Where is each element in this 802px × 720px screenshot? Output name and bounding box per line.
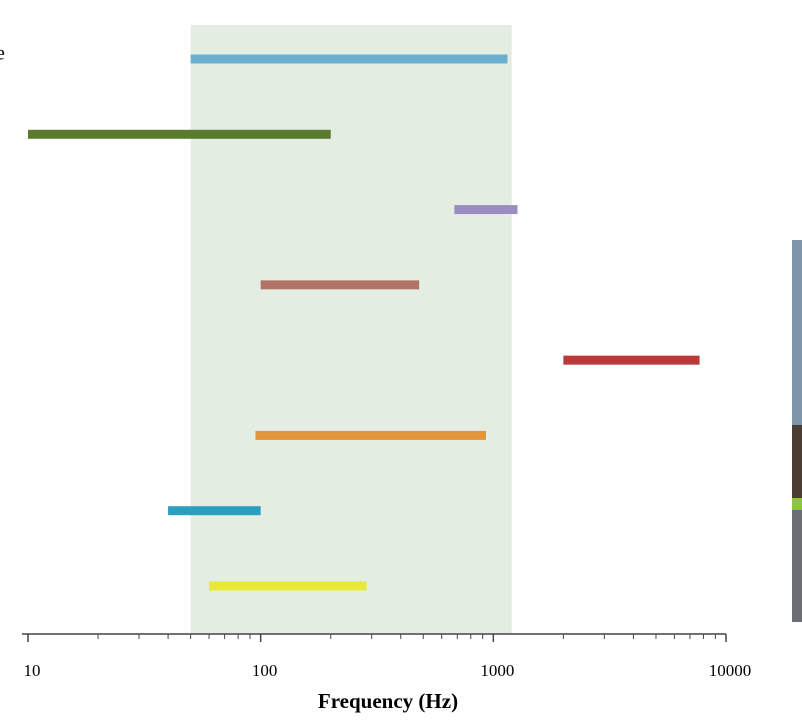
- x-tick-label: 10000: [709, 661, 752, 680]
- cropped-photo: [792, 240, 802, 622]
- photo-part: [792, 510, 802, 622]
- range-bar: [454, 205, 518, 215]
- shaded-band: [190, 25, 512, 634]
- annotation: e: [0, 43, 5, 65]
- x-tick-label: 1000: [480, 661, 514, 680]
- range-bar: [209, 581, 367, 591]
- range-bar: [190, 54, 508, 64]
- x-tick-label: 10: [24, 661, 41, 680]
- photo-part: [792, 498, 802, 510]
- range-bar: [260, 280, 420, 290]
- photo-part: [792, 240, 802, 430]
- photo-part: [792, 425, 802, 500]
- x-axis-label: Frequency (Hz): [318, 689, 458, 713]
- range-bar: [563, 355, 700, 365]
- range-bar: [255, 430, 487, 440]
- range-bar: [28, 129, 331, 139]
- range-bar: [168, 506, 261, 516]
- x-tick-label: 100: [252, 661, 278, 680]
